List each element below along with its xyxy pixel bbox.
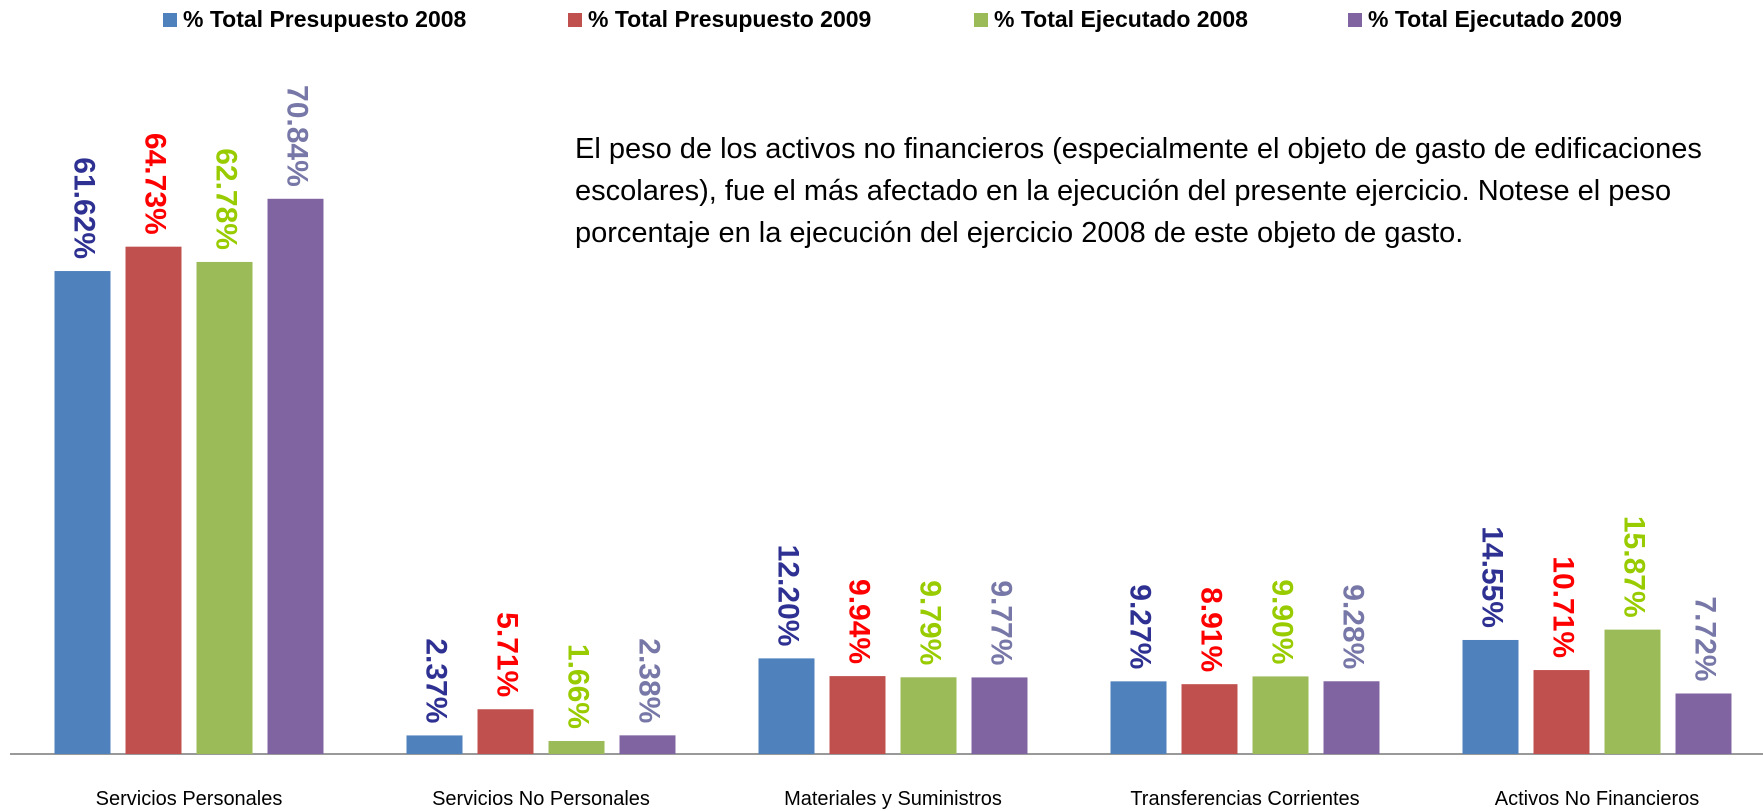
- x-tick-label: Servicios No Personales: [432, 788, 650, 810]
- value-label: 1.66%: [562, 644, 595, 729]
- value-label: 9.28%: [1337, 584, 1370, 669]
- value-label: 15.87%: [1618, 516, 1651, 618]
- value-label: 64.73%: [139, 133, 172, 235]
- bar: [477, 709, 534, 754]
- bar: [1252, 676, 1309, 754]
- bar: [406, 735, 463, 754]
- bar: [619, 735, 676, 754]
- legend-swatch: [974, 13, 988, 27]
- x-tick-label: Servicios Personales: [96, 788, 283, 810]
- value-label: 8.91%: [1195, 587, 1228, 672]
- bar: [1181, 684, 1238, 754]
- value-label: 2.38%: [633, 638, 666, 723]
- value-label: 9.94%: [843, 579, 876, 664]
- value-label: 7.72%: [1689, 596, 1722, 681]
- bar: [1604, 629, 1661, 754]
- bar: [829, 676, 886, 754]
- legend-label: % Total Presupuesto 2009: [588, 6, 871, 32]
- value-label: 9.90%: [1266, 579, 1299, 664]
- annotation: El peso de los activos no financieros (e…: [575, 133, 1702, 249]
- legend-label: % Total Presupuesto 2008: [183, 6, 467, 32]
- value-label: 5.71%: [491, 612, 524, 697]
- bar: [1110, 681, 1167, 754]
- bar: [1323, 681, 1380, 754]
- value-label: 61.62%: [68, 157, 101, 259]
- x-tick-label: Materiales y Suministros: [784, 788, 1002, 810]
- bar: [1533, 670, 1590, 754]
- value-label: 9.77%: [985, 580, 1018, 665]
- legend-label: % Total Ejecutado 2009: [1368, 6, 1622, 32]
- value-label: 62.78%: [210, 148, 243, 250]
- value-label: 12.20%: [772, 545, 805, 647]
- bar: [1675, 693, 1732, 754]
- bar: [125, 246, 182, 754]
- x-tick-label: Transferencias Corrientes: [1130, 788, 1359, 810]
- value-label: 14.55%: [1476, 526, 1509, 628]
- x-tick-label: Activos No Financieros: [1495, 788, 1700, 810]
- legend-swatch: [568, 13, 582, 27]
- value-label: 2.37%: [420, 638, 453, 723]
- bar: [971, 677, 1028, 754]
- legend-swatch: [1348, 13, 1362, 27]
- legend-swatch: [163, 13, 177, 27]
- bar: [54, 271, 111, 754]
- bar: [548, 740, 605, 754]
- value-label: 9.27%: [1124, 584, 1157, 669]
- value-label: 10.71%: [1547, 556, 1580, 658]
- value-label: 9.79%: [914, 580, 947, 665]
- bar: [758, 658, 815, 754]
- bar: [900, 677, 957, 754]
- value-label: 70.84%: [281, 85, 314, 187]
- legend-label: % Total Ejecutado 2008: [994, 6, 1248, 32]
- bar: [1462, 639, 1519, 754]
- bar: [267, 198, 324, 754]
- bar: [196, 261, 253, 754]
